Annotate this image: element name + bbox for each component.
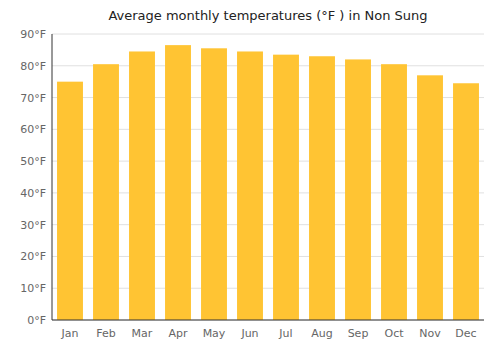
- y-tick-label: 50°F: [20, 155, 46, 168]
- bar: [345, 59, 371, 320]
- y-tick-label: 0°F: [27, 314, 46, 327]
- bar: [453, 83, 479, 320]
- x-tick-label: Feb: [96, 327, 115, 340]
- y-axis-line: [52, 34, 53, 320]
- y-tick-label: 30°F: [20, 219, 46, 232]
- grid-line: [52, 320, 484, 321]
- y-tick-label: 60°F: [20, 123, 46, 136]
- x-tick-label: Jan: [61, 327, 79, 340]
- y-tick-label: 80°F: [20, 60, 46, 73]
- bar: [381, 64, 407, 320]
- x-tick-label: Apr: [168, 327, 188, 340]
- x-tick-label: Aug: [311, 327, 332, 340]
- x-tick-label: Oct: [384, 327, 404, 340]
- bar: [309, 56, 335, 320]
- y-tick-label: 90°F: [20, 28, 46, 41]
- x-tick-label: Jul: [278, 327, 292, 340]
- x-tick-label: Mar: [132, 327, 153, 340]
- y-tick-label: 70°F: [20, 92, 46, 105]
- title: Average monthly temperatures (°F ) in No…: [108, 8, 427, 23]
- chart: Average monthly temperatures (°F ) in No…: [0, 0, 500, 350]
- x-tick-label: Jun: [240, 327, 258, 340]
- bar: [273, 55, 299, 320]
- x-tick-label: Nov: [419, 327, 441, 340]
- y-tick-label: 10°F: [20, 282, 46, 295]
- x-tick-label: May: [203, 327, 226, 340]
- bar: [93, 64, 119, 320]
- bar: [165, 45, 191, 320]
- y-tick-label: 40°F: [20, 187, 46, 200]
- grid-line: [52, 34, 484, 35]
- x-tick-label: Dec: [455, 327, 476, 340]
- y-axis: 0°F 10°F 20°F 30°F 40°F 50°F 60°F 70°F 80°F 90°F: [20, 28, 484, 327]
- y-tick-label: 20°F: [20, 250, 46, 263]
- x-axis: Jan Feb Mar Apr May Jun Jul Aug Sep Oct Nov Dec: [61, 327, 477, 340]
- bar: [129, 51, 155, 320]
- bar: [237, 51, 263, 320]
- bars: [57, 45, 479, 320]
- x-axis-line: [52, 320, 484, 321]
- bar: [57, 82, 83, 320]
- bar: [201, 48, 227, 320]
- bar: [417, 75, 443, 320]
- x-tick-label: Sep: [348, 327, 369, 340]
